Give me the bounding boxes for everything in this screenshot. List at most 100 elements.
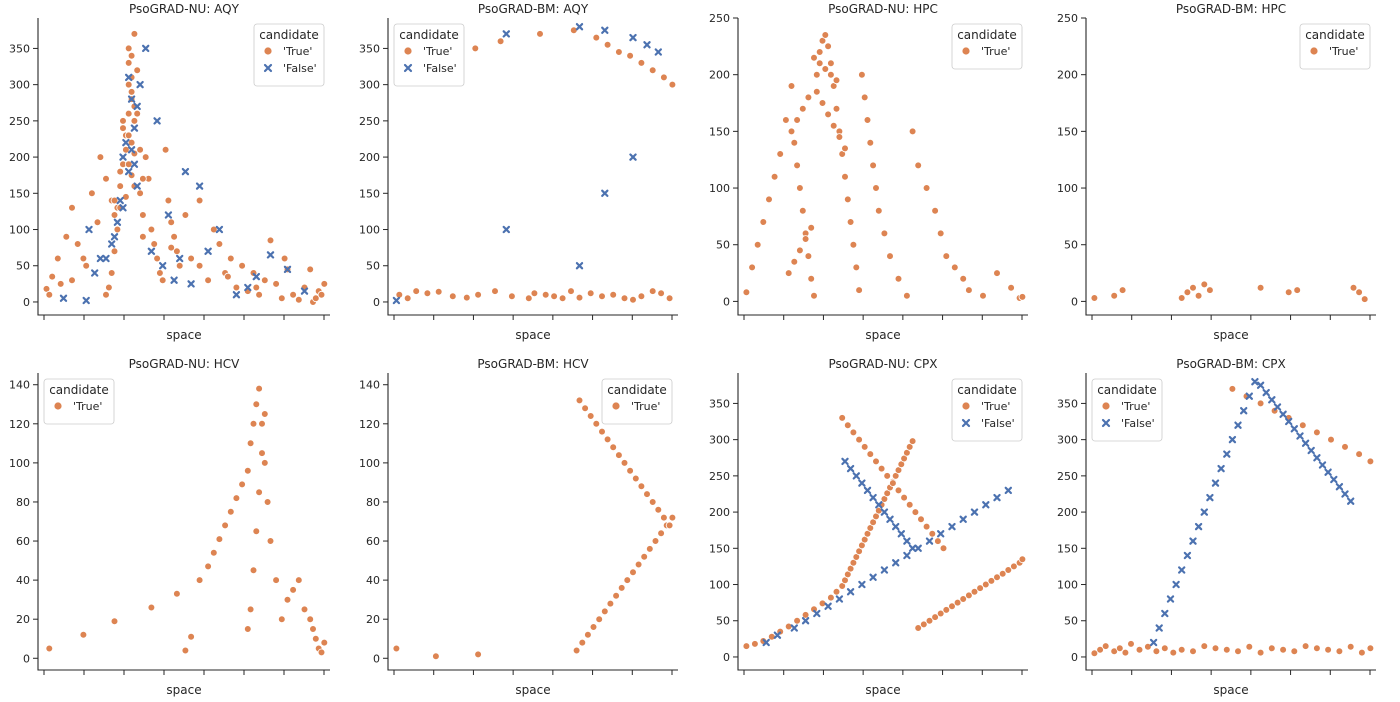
data-point-true: [860, 443, 869, 451]
legend-marker-false: [961, 418, 971, 428]
data-point-true: [798, 104, 807, 113]
data-point-true: [660, 513, 668, 522]
data-point-true: [903, 291, 911, 300]
data-point-true: [872, 184, 880, 192]
legend-box: [1299, 23, 1371, 70]
data-point-false: [1324, 468, 1332, 476]
data-point-true: [56, 280, 65, 288]
data-point-true: [821, 31, 830, 39]
legend: candidate 'True' 'False': [951, 378, 1023, 442]
data-point-true: [471, 44, 480, 53]
data-point-true: [1223, 645, 1231, 654]
data-point-true: [598, 292, 606, 301]
series-false: [762, 457, 1012, 647]
legend: candidate 'True': [1299, 23, 1371, 70]
data-point-true: [609, 443, 617, 452]
axis-spines: [1085, 373, 1376, 671]
data-point-true: [524, 294, 533, 303]
data-point-true: [575, 396, 584, 405]
data-point-false: [801, 617, 810, 625]
data-point-true: [598, 427, 606, 436]
data-point-true: [255, 488, 263, 497]
subplot-title: PsoGRAD-BM: HCV: [477, 357, 589, 371]
data-point-false: [897, 530, 905, 538]
subplot: PsoGRAD-NU: AQY 0 50 100 150 200 250 300 350 spac…: [9, 2, 330, 342]
data-point-true: [998, 569, 1007, 578]
data-point-true: [448, 292, 457, 301]
data-point-true: [167, 218, 176, 227]
data-point-false: [1256, 381, 1265, 389]
data-point-true: [82, 261, 90, 270]
data-point-true: [260, 459, 269, 467]
data-point-true: [615, 48, 623, 56]
data-point-true: [227, 254, 235, 263]
data-point-true: [880, 229, 889, 238]
data-point-true: [175, 261, 184, 270]
data-point-true: [136, 189, 144, 198]
legend-title: candidate: [957, 383, 1017, 397]
data-point-false: [170, 276, 178, 284]
data-point-true: [796, 184, 804, 192]
data-point-true: [403, 294, 412, 303]
data-point-true: [141, 153, 150, 161]
data-point-true: [462, 293, 471, 302]
data-point-true: [1349, 283, 1358, 292]
data-point-false: [575, 23, 584, 31]
data-point-true: [855, 286, 863, 294]
data-point-true: [110, 247, 119, 256]
y-tick-label: 150: [1057, 125, 1078, 138]
y-tick-label: 150: [9, 187, 30, 200]
data-point-true: [592, 419, 601, 428]
data-point-true: [62, 233, 71, 241]
y-tick-label: 350: [359, 42, 380, 55]
data-point-true: [550, 292, 558, 301]
y-tick-label: 0: [23, 652, 30, 665]
data-point-false: [215, 225, 224, 234]
data-point-false: [903, 551, 911, 560]
data-point-true: [793, 116, 801, 124]
data-point-true: [648, 66, 657, 74]
data-point-true: [210, 225, 218, 234]
data-point-true: [665, 521, 674, 530]
y-tick-label: 300: [1057, 434, 1078, 447]
data-point-true: [908, 437, 917, 445]
data-point-true: [130, 117, 139, 125]
data-point-false: [116, 196, 124, 205]
data-point-false: [835, 595, 844, 603]
data-point-true: [1366, 644, 1375, 653]
data-point-true: [156, 269, 164, 277]
data-point-false: [125, 167, 133, 176]
data-point-true: [914, 624, 922, 632]
y-tick-label: 150: [709, 542, 730, 555]
data-point-false: [187, 280, 195, 288]
data-point-false: [846, 464, 855, 473]
data-point-true: [102, 290, 110, 299]
data-point-true: [953, 598, 962, 607]
data-point-false: [925, 537, 934, 545]
data-point-true: [626, 466, 634, 475]
legend: candidate 'True': [951, 23, 1023, 70]
legend-marker-true: [1101, 401, 1111, 411]
y-tick-label: 350: [709, 397, 730, 410]
data-point-true: [232, 283, 241, 292]
legend-title: candidate: [49, 383, 109, 397]
data-point-true: [1096, 645, 1104, 654]
data-point-true: [88, 189, 96, 198]
data-point-true: [113, 225, 122, 234]
data-point-false: [252, 272, 260, 281]
data-point-true: [586, 289, 595, 298]
data-point-true: [824, 42, 832, 51]
y-tick-label: 20: [16, 613, 30, 626]
data-point-true: [843, 421, 852, 430]
data-point-true: [832, 76, 841, 85]
data-point-false: [266, 251, 275, 259]
data-point-false: [959, 515, 967, 523]
data-point-true: [589, 623, 598, 631]
y-tick-label: 0: [723, 295, 730, 308]
data-point-true: [317, 290, 326, 299]
data-point-true: [883, 472, 891, 480]
data-point-true: [648, 498, 657, 506]
data-point-true: [821, 65, 830, 73]
data-point-true: [748, 263, 756, 272]
data-point-true: [110, 617, 119, 625]
